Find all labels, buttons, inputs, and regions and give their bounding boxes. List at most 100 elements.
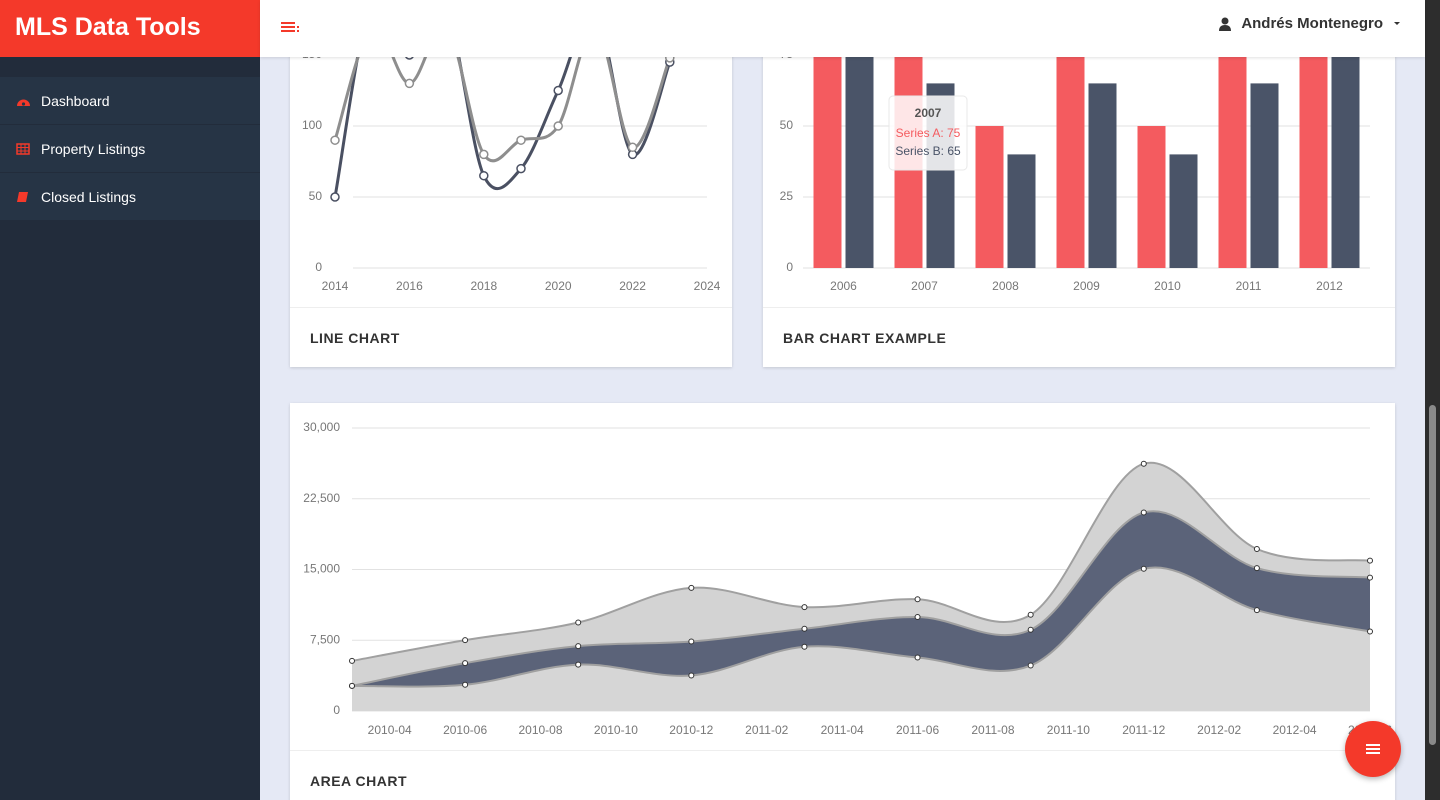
x-tick-label: 2008 — [992, 279, 1019, 293]
point — [665, 57, 675, 63]
x-tick-label: 2014 — [322, 279, 349, 293]
point — [330, 192, 340, 202]
area-line — [351, 510, 1371, 687]
x-tick-label: 2012-04 — [1273, 723, 1317, 737]
user-menu[interactable]: Andrés Montenegro — [1219, 15, 1401, 32]
menu-label: Closed Listings — [41, 188, 136, 205]
y-tick-label: 75 — [780, 57, 794, 61]
point — [1140, 509, 1147, 516]
y-tick-label: 0 — [786, 260, 793, 274]
point — [330, 135, 340, 145]
point — [914, 654, 921, 661]
y-tick-label: 30,000 — [303, 420, 340, 434]
tooltip-line: Series A: 75 — [896, 126, 961, 140]
x-tick-label: 2016 — [396, 279, 423, 293]
y-tick-label: 22,500 — [303, 491, 340, 505]
point — [801, 643, 808, 650]
point — [462, 660, 469, 667]
x-tick-label: 2020 — [545, 279, 572, 293]
point — [1027, 611, 1034, 618]
point — [1367, 557, 1373, 564]
bar — [1007, 154, 1036, 268]
chart: 0255075100200620072008200920102011201220… — [780, 57, 1370, 293]
point — [801, 625, 808, 632]
icon — [17, 191, 28, 202]
point — [349, 682, 355, 689]
x-tick-label: 2018 — [470, 279, 497, 293]
menu-item[interactable]: Dashboard — [0, 77, 260, 125]
menu-toggle[interactable] — [281, 21, 299, 35]
point — [575, 619, 582, 626]
point — [349, 657, 355, 664]
point — [1367, 574, 1373, 581]
bar — [845, 57, 874, 269]
bar — [1218, 57, 1247, 268]
bar — [1331, 57, 1360, 269]
app-title[interactable]: MLS Data Tools — [0, 0, 260, 57]
bar — [1250, 83, 1279, 269]
menu-item[interactable]: Closed Listings — [0, 173, 260, 221]
y-tick-label: 15,000 — [303, 562, 340, 576]
x-tick-label: 2011 — [1236, 279, 1262, 293]
x-tick-label: 2011-08 — [971, 723, 1014, 737]
y-tick-label: 0 — [315, 260, 322, 274]
icon — [16, 142, 30, 155]
scrollbar[interactable] — [1425, 0, 1440, 800]
point — [462, 637, 469, 644]
bar — [1299, 57, 1328, 268]
line-series — [333, 57, 672, 198]
point — [1027, 626, 1034, 633]
area-line — [351, 566, 1371, 688]
user-icon — [1219, 17, 1232, 31]
menu: Dashboard Property Listings Closed Listi… — [0, 77, 260, 221]
y-tick-label: 0 — [333, 703, 340, 717]
fab-button[interactable] — [1345, 721, 1401, 777]
point — [516, 163, 526, 174]
point — [688, 638, 695, 645]
point — [801, 604, 808, 611]
point — [575, 643, 582, 650]
y-tick-label: 150 — [302, 57, 322, 61]
x-tick-label: 2010-08 — [518, 723, 562, 737]
icon — [17, 99, 30, 106]
card-title: AREA CHART — [290, 750, 1395, 800]
area-line — [351, 461, 1371, 662]
x-tick-label: 2010-10 — [594, 723, 638, 737]
x-tick-label: 2010-12 — [669, 723, 713, 737]
point — [1253, 565, 1260, 572]
point — [575, 661, 582, 668]
x-tick-label: 2011-06 — [896, 723, 939, 737]
x-tick-label: 2010 — [1154, 279, 1181, 293]
line-series — [333, 57, 672, 163]
bar — [1169, 154, 1198, 268]
y-tick-label: 25 — [780, 189, 794, 203]
x-tick-label: 2006 — [830, 279, 857, 293]
y-tick-label: 50 — [780, 118, 794, 132]
point — [627, 142, 638, 153]
x-tick-label: 2012 — [1316, 279, 1343, 293]
bar — [1088, 83, 1117, 269]
x-tick-label: 2011-02 — [745, 723, 788, 737]
caret — [1394, 21, 1400, 25]
sidebar: MLS Data Tools Dashboard Property Listin… — [0, 0, 260, 800]
tooltip-title: 2007 — [915, 106, 942, 120]
point — [1367, 628, 1373, 635]
point — [405, 57, 414, 60]
y-tick-label: 50 — [309, 189, 323, 203]
area-fill — [352, 567, 1370, 711]
scroll-thumb[interactable] — [1429, 405, 1436, 745]
point — [553, 121, 563, 131]
x-tick-label: 2022 — [619, 279, 646, 293]
point — [479, 149, 489, 160]
content: 050100150200201420162018202020222024 LIN… — [260, 57, 1425, 800]
x-tick-label: 2012-02 — [1197, 723, 1241, 737]
menu-item[interactable]: Property Listings — [0, 125, 260, 173]
x-tick-label: 2010-04 — [368, 723, 412, 737]
point — [1027, 662, 1034, 669]
card-title: LINE CHART — [290, 307, 732, 368]
point — [914, 614, 921, 621]
point — [688, 584, 695, 591]
icon — [1366, 744, 1380, 754]
point — [688, 672, 695, 679]
